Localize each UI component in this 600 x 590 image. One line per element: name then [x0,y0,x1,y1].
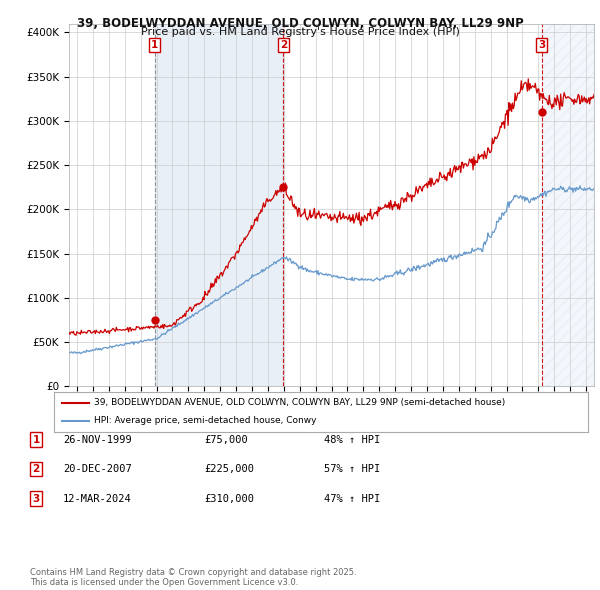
Text: 20-DEC-2007: 20-DEC-2007 [63,464,132,474]
Text: HPI: Average price, semi-detached house, Conwy: HPI: Average price, semi-detached house,… [94,416,317,425]
Text: £225,000: £225,000 [204,464,254,474]
Text: 39, BODELWYDDAN AVENUE, OLD COLWYN, COLWYN BAY, LL29 9NP: 39, BODELWYDDAN AVENUE, OLD COLWYN, COLW… [77,17,523,30]
Text: 3: 3 [538,40,545,50]
Text: 3: 3 [32,494,40,503]
Text: 1: 1 [32,435,40,444]
Text: 12-MAR-2024: 12-MAR-2024 [63,494,132,503]
Text: Price paid vs. HM Land Registry's House Price Index (HPI): Price paid vs. HM Land Registry's House … [140,27,460,37]
Text: £310,000: £310,000 [204,494,254,503]
Text: 1: 1 [151,40,158,50]
Bar [542,24,594,386]
Text: £75,000: £75,000 [204,435,248,444]
Bar [155,24,283,386]
Text: 2: 2 [32,464,40,474]
Text: 48% ↑ HPI: 48% ↑ HPI [324,435,380,444]
Text: 26-NOV-1999: 26-NOV-1999 [63,435,132,444]
Text: 39, BODELWYDDAN AVENUE, OLD COLWYN, COLWYN BAY, LL29 9NP (semi-detached house): 39, BODELWYDDAN AVENUE, OLD COLWYN, COLW… [94,398,505,408]
Text: 57% ↑ HPI: 57% ↑ HPI [324,464,380,474]
Text: 47% ↑ HPI: 47% ↑ HPI [324,494,380,503]
Text: 2: 2 [280,40,287,50]
Text: Contains HM Land Registry data © Crown copyright and database right 2025.
This d: Contains HM Land Registry data © Crown c… [30,568,356,587]
